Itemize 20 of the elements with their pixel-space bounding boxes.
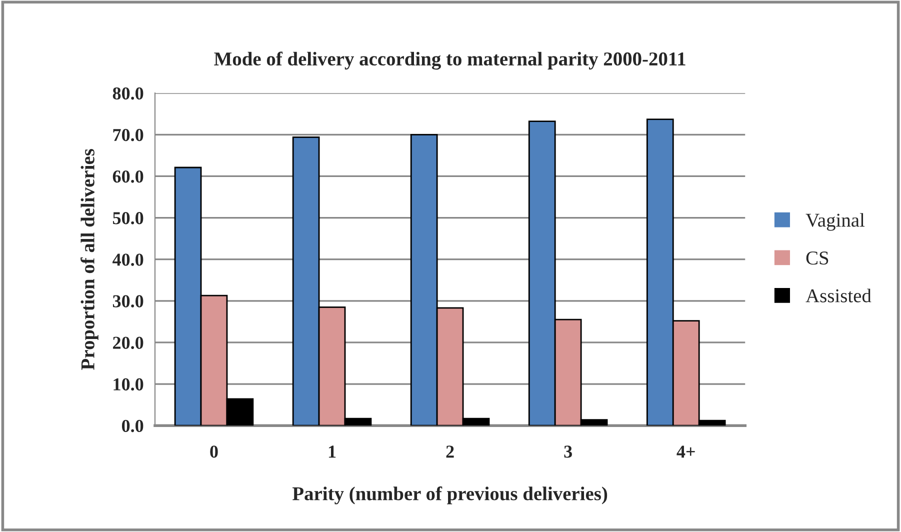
y-tick-label: 70.0 bbox=[113, 128, 144, 142]
x-tick-label: 3 bbox=[564, 446, 572, 458]
x-tick-label: 1 bbox=[328, 446, 336, 458]
y-tick-label: 20.0 bbox=[113, 336, 144, 349]
y-tick-label: 40.0 bbox=[112, 254, 144, 266]
y-tick-label: 10.0 bbox=[114, 378, 144, 391]
x-tick-label: 2 bbox=[446, 446, 454, 458]
x-axis-title: Parity (number of previous deliveries) bbox=[292, 486, 608, 504]
legend-label: Assisted bbox=[806, 288, 872, 302]
x-tick-label: 0 bbox=[210, 446, 218, 458]
x-tick-label: 4+ bbox=[676, 446, 695, 458]
y-tick-label: 30.0 bbox=[112, 295, 144, 308]
y-axis-title: Proportion of all deliveries bbox=[80, 149, 98, 370]
legend-label: Vaginal bbox=[806, 213, 865, 231]
legend-label: CS bbox=[806, 252, 828, 265]
y-tick-label: 0.0 bbox=[122, 420, 144, 432]
y-tick-label: 80.0 bbox=[112, 87, 144, 100]
y-tick-label: 60.0 bbox=[112, 170, 144, 183]
y-tick-label: 50.0 bbox=[112, 212, 144, 224]
chart-title: Mode of delivery according to maternal parity 2000-2011 bbox=[214, 52, 686, 70]
